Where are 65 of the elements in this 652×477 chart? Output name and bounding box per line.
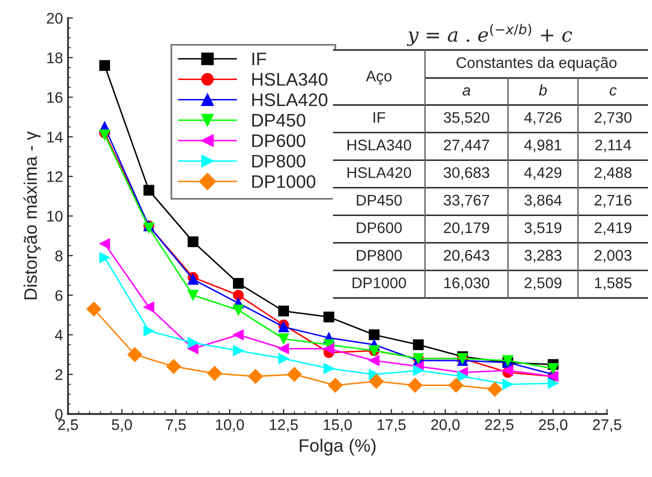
- x-tick-label: 7,5: [166, 419, 186, 432]
- legend-label: DP600: [252, 134, 306, 148]
- annotation: DP1000: [352, 277, 406, 288]
- annotation: 33,767: [444, 194, 490, 208]
- x-axis-title: Folga (%): [300, 438, 376, 456]
- x-tick-label: 5,0: [112, 419, 132, 432]
- annotation: 2,509: [524, 277, 562, 290]
- annotation: 20,179: [444, 222, 490, 235]
- annotation: 2,716: [594, 194, 632, 208]
- annotation: 16,030: [444, 277, 490, 290]
- annotation: 20,643: [444, 250, 490, 263]
- annotation: 27,447: [444, 140, 490, 152]
- y-tick-label: 2: [55, 369, 62, 380]
- annotation: 3,519: [524, 222, 562, 235]
- y-tick-label: 20: [46, 12, 63, 24]
- y-tick-label: 4: [54, 330, 63, 340]
- y-tick-label: 6: [55, 290, 62, 301]
- x-tick-label: 17,5: [378, 419, 406, 432]
- x-tick-label: 27,5: [592, 419, 622, 432]
- annotation: 3,864: [524, 194, 562, 208]
- y-tick-label: 18: [47, 52, 62, 64]
- y-tick-label: 14: [47, 132, 63, 142]
- annotation: 30,683: [444, 167, 490, 180]
- x-tick-label: 20,0: [431, 419, 460, 432]
- legend-label: HSLA340: [252, 72, 328, 86]
- x-tick-label: 12,5: [270, 419, 298, 432]
- y-tick-label: 8: [55, 250, 62, 262]
- annotation: a: [462, 87, 470, 96]
- annotation: 2,730: [594, 112, 632, 125]
- annotation: 2,114: [595, 140, 632, 152]
- legend-label: HSLA420: [252, 93, 328, 106]
- text: c: [610, 87, 617, 96]
- annotation: Constantes da equação: [456, 56, 617, 72]
- x-tick-label: 2,5: [58, 419, 78, 432]
- x-tick-label: 10,0: [216, 419, 244, 432]
- annotation: DP600: [356, 222, 402, 234]
- annotation: HSLA420: [348, 167, 412, 178]
- legend-label: DP800: [252, 154, 306, 168]
- annotation: 4,429: [524, 167, 562, 180]
- x-tick-label: 25,0: [539, 419, 568, 432]
- annotation: 2,419: [594, 222, 632, 235]
- annotation: 1,585: [595, 277, 632, 290]
- y-axis-title: Distorção máxima - γ: [23, 131, 41, 300]
- annotation: 4,981: [524, 140, 562, 152]
- annotation: 2,488: [594, 167, 632, 180]
- annotation: DP800: [356, 250, 402, 261]
- annotation: b: [538, 84, 547, 96]
- annotation: Aço: [366, 70, 392, 85]
- y-tick-label: 16: [47, 92, 62, 103]
- annotation: y = a . e$^{(−x/b)}$ + c: [406, 24, 572, 46]
- legend-label: DP1000: [252, 175, 316, 188]
- annotation: 4,726: [524, 112, 562, 125]
- annotation: 35,520: [444, 112, 490, 125]
- x-tick-label: 15,0: [324, 419, 352, 432]
- annotation: HSLA340: [348, 140, 412, 150]
- legend-label: IF: [252, 52, 266, 66]
- y-tick-label: 0: [55, 408, 63, 420]
- legend-label: DP450: [252, 114, 306, 127]
- annotation: 2,003: [594, 250, 632, 263]
- y-tick-label: 12: [47, 171, 62, 182]
- annotation: DP450: [356, 194, 402, 206]
- annotation: IF: [374, 112, 386, 123]
- annotation: 3,283: [524, 250, 562, 263]
- y-tick-label: 10: [47, 210, 63, 222]
- x-tick-label: 22,5: [485, 419, 514, 432]
